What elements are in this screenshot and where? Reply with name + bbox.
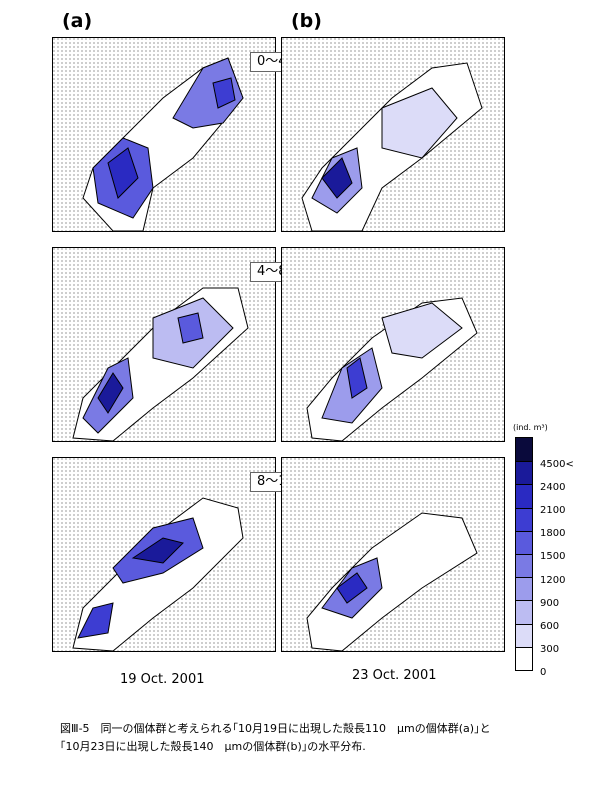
map-b-0-4m <box>281 37 505 232</box>
legend-level-label: 1800 <box>540 528 566 540</box>
map-b-8-12m <box>281 457 505 652</box>
figure-caption-line1: 図Ⅲ-5 同一の個体群と考えられる｢10月19日に出現した殻長110 μmの個体… <box>60 722 491 735</box>
legend-swatch <box>516 577 532 601</box>
legend-swatch <box>516 484 532 508</box>
legend-swatch <box>516 461 532 485</box>
date-label-b: 23 Oct. 2001 <box>352 668 437 683</box>
legend-level-label: 4500< <box>540 458 574 470</box>
panel-label-b: (b) <box>291 10 322 32</box>
legend-level-label: 2100 <box>540 505 566 516</box>
legend-level-label: 300 <box>540 644 560 656</box>
legend-level-label: 0 <box>540 667 547 679</box>
legend-level-label: 900 <box>540 597 560 609</box>
color-legend <box>515 437 533 671</box>
legend-level-label: 1500 <box>540 551 566 563</box>
date-label-a: 19 Oct. 2001 <box>120 672 205 687</box>
legend-level-label: 1200 <box>540 574 566 586</box>
panel-label-a: (a) <box>62 10 93 32</box>
map-b-4-8m <box>281 247 505 442</box>
legend-level-label: 2400 <box>540 481 566 493</box>
legend-level-label: 600 <box>540 621 560 632</box>
legend-unit: (ind. m³) <box>513 423 548 432</box>
figure-caption-line2: ｢10月23日に出現した殻長140 μmの個体群(b)｣の水平分布. <box>60 740 366 753</box>
legend-swatch <box>516 623 532 647</box>
legend-swatch <box>516 438 532 462</box>
legend-swatch <box>516 646 532 670</box>
legend-swatch <box>516 554 532 578</box>
map-a-0-4m <box>52 37 276 232</box>
map-a-8-12m <box>52 457 276 652</box>
map-a-4-8m <box>52 247 276 442</box>
legend-swatch <box>516 600 532 624</box>
legend-swatch <box>516 507 532 531</box>
legend-swatch <box>516 530 532 554</box>
